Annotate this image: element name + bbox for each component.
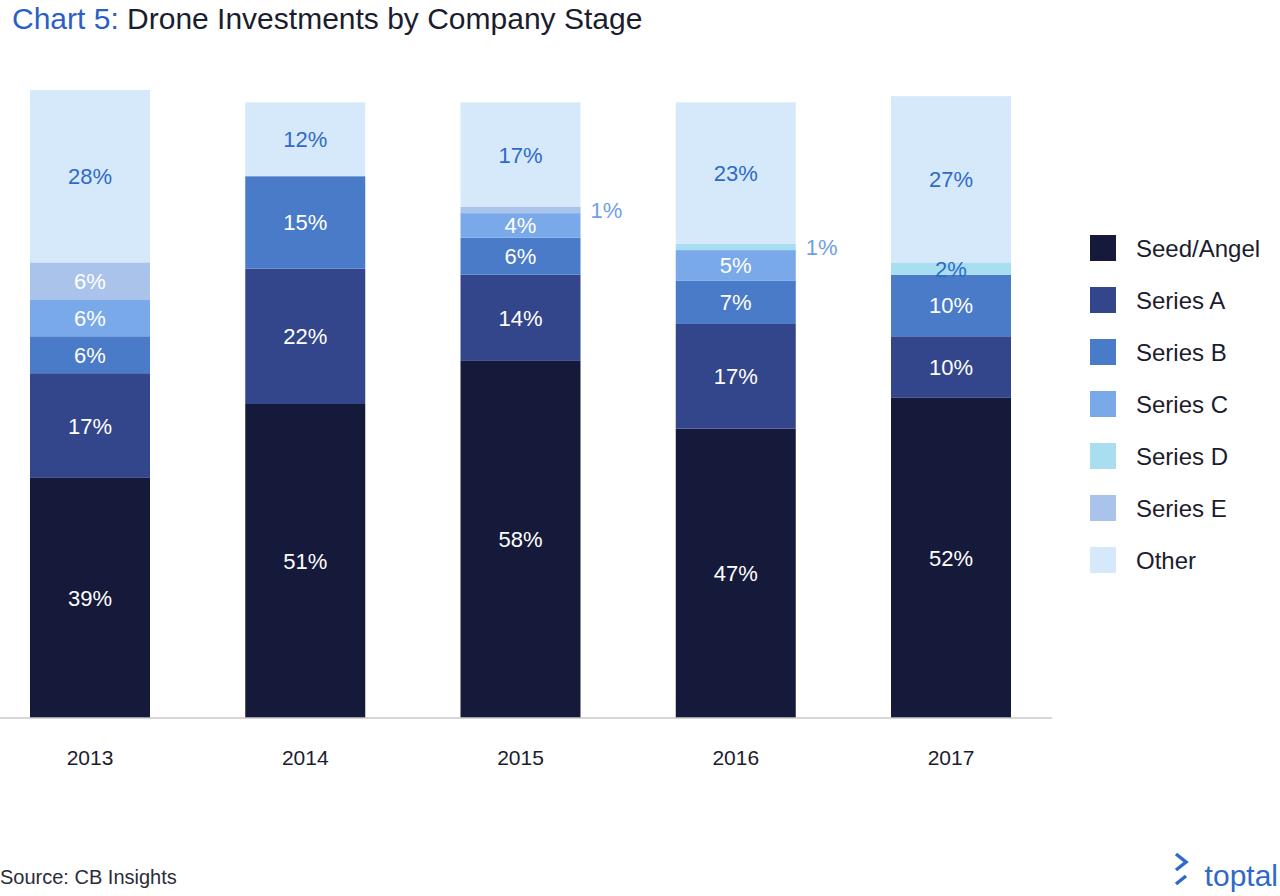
legend-swatch bbox=[1090, 547, 1116, 573]
bar-segment bbox=[30, 373, 150, 478]
bar-segment bbox=[676, 281, 796, 324]
title-prefix: Chart 5: bbox=[12, 2, 119, 35]
bar-segment bbox=[676, 244, 796, 250]
bar-segment bbox=[30, 478, 150, 718]
legend-label: Series C bbox=[1136, 391, 1228, 418]
data-label: 4% bbox=[505, 213, 537, 238]
bar-segment bbox=[30, 299, 150, 336]
bar-segment bbox=[676, 250, 796, 281]
legend-label: Series A bbox=[1136, 287, 1225, 314]
data-label: 17% bbox=[714, 364, 758, 389]
data-label: 47% bbox=[714, 561, 758, 586]
legend-swatch bbox=[1090, 391, 1116, 417]
title: Chart 5: Drone Investments by Company St… bbox=[12, 2, 642, 35]
legend-label: Seed/Angel bbox=[1136, 235, 1260, 262]
bar-segment bbox=[30, 90, 150, 262]
data-label: 7% bbox=[720, 290, 752, 315]
legend-label: Series E bbox=[1136, 495, 1227, 522]
bar-segment bbox=[245, 102, 365, 176]
bar-segment bbox=[245, 176, 365, 268]
data-label: 6% bbox=[74, 306, 106, 331]
bar-segment bbox=[461, 207, 581, 213]
x-tick-label: 2014 bbox=[282, 746, 329, 769]
bar-segment bbox=[676, 102, 796, 244]
data-label: 6% bbox=[74, 343, 106, 368]
chart: Chart 5: Drone Investments by Company St… bbox=[0, 0, 1280, 896]
data-label: 17% bbox=[498, 143, 542, 168]
bar-segment bbox=[676, 429, 796, 718]
data-label: 6% bbox=[74, 269, 106, 294]
legend-swatch bbox=[1090, 287, 1116, 313]
bar-segment bbox=[461, 213, 581, 238]
bar-segment bbox=[891, 336, 1011, 398]
data-label: 1% bbox=[806, 235, 838, 260]
data-label: 6% bbox=[505, 244, 537, 269]
x-tick-label: 2017 bbox=[928, 746, 975, 769]
legend: Seed/Angel Series A Series B Series C Series… bbox=[1090, 235, 1260, 574]
legend-swatch bbox=[1090, 235, 1116, 261]
bar-segment bbox=[30, 336, 150, 373]
bar-segment bbox=[891, 275, 1011, 337]
x-tick-label: 2013 bbox=[67, 746, 114, 769]
data-label: 15% bbox=[283, 210, 327, 235]
data-label: 27% bbox=[929, 167, 973, 192]
bar-segment bbox=[461, 102, 581, 207]
legend-label: Series B bbox=[1136, 339, 1227, 366]
legend-swatch bbox=[1090, 443, 1116, 469]
logo: toptal bbox=[1205, 859, 1278, 892]
data-label: 22% bbox=[283, 324, 327, 349]
bar-segment bbox=[30, 262, 150, 299]
legend-label: Other bbox=[1136, 547, 1196, 574]
title-main: Drone Investments by Company Stage bbox=[119, 2, 643, 35]
bar-segment bbox=[891, 398, 1011, 718]
data-label: 10% bbox=[929, 293, 973, 318]
data-label: 28% bbox=[68, 164, 112, 189]
bar-segment bbox=[461, 238, 581, 275]
bar-segment bbox=[891, 96, 1011, 262]
x-tick-label: 2015 bbox=[497, 746, 544, 769]
legend-label: Series D bbox=[1136, 443, 1228, 470]
data-label: 12% bbox=[283, 127, 327, 152]
bar-segment bbox=[245, 404, 365, 718]
data-label: 52% bbox=[929, 546, 973, 571]
bar-segment bbox=[461, 361, 581, 718]
data-label: 14% bbox=[498, 306, 542, 331]
bars bbox=[30, 90, 1011, 718]
data-label: 23% bbox=[714, 161, 758, 186]
legend-swatch bbox=[1090, 339, 1116, 365]
logo-icon bbox=[1176, 854, 1186, 884]
legend-swatch bbox=[1090, 495, 1116, 521]
x-axis bbox=[0, 717, 1052, 719]
data-label: 5% bbox=[720, 253, 752, 278]
data-label: 2% bbox=[935, 257, 967, 282]
bar-segment bbox=[461, 275, 581, 361]
source: Source: CB Insights bbox=[0, 866, 177, 888]
data-label: 39% bbox=[68, 586, 112, 611]
data-label: 58% bbox=[498, 527, 542, 552]
data-label: 10% bbox=[929, 355, 973, 380]
bar-segment bbox=[245, 269, 365, 404]
data-label: 17% bbox=[68, 414, 112, 439]
bar-segment bbox=[676, 324, 796, 429]
data-label: 1% bbox=[591, 198, 623, 223]
x-tick-label: 2016 bbox=[712, 746, 759, 769]
data-labels: 39% 17% 6% 6% 6% 28% 51% 22% 15% 12% 58% 14% 6% 4% 1% 1… bbox=[68, 127, 973, 611]
data-label: 51% bbox=[283, 549, 327, 574]
